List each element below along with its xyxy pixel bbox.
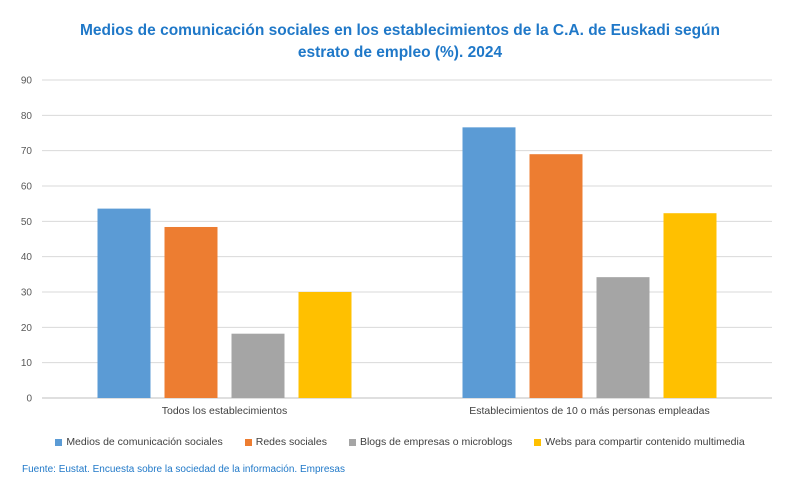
bar: [529, 154, 583, 398]
bar: [97, 208, 151, 398]
legend-label-redes: Redes sociales: [255, 436, 327, 448]
y-tick-label: 30: [21, 288, 33, 299]
legend-label-webs: Webs para compartir contenido multimedia: [545, 436, 745, 448]
x-category-label: Todos los establecimientos: [162, 405, 287, 417]
chart-title-line-1: Medios de comunicación sociales en los e…: [79, 22, 720, 39]
legend-swatch-webs: [534, 438, 542, 446]
legend-label-blogs: Blogs de empresas o microblogs: [359, 436, 513, 448]
legend-item-webs: Webs para compartir contenido multimedia: [534, 436, 745, 448]
y-tick-label: 10: [21, 358, 33, 369]
chart-title-line-2: estrato de empleo (%). 2024: [297, 44, 503, 61]
legend-swatch-redes: [244, 438, 252, 446]
bar: [164, 226, 218, 398]
chart-title: Medios de comunicación sociales en los e…: [0, 20, 800, 64]
y-tick-label: 80: [21, 111, 33, 122]
bar: [462, 127, 516, 398]
y-tick-label: 90: [21, 76, 33, 87]
source-note: Fuente: Eustat. Encuesta sobre la socied…: [22, 464, 345, 475]
bar: [663, 213, 717, 398]
bar: [596, 277, 650, 398]
legend-item-medios: Medios de comunicación sociales: [55, 436, 223, 448]
bar: [298, 292, 352, 398]
chart-legend: Medios de comunicación sociales Redes so…: [0, 436, 800, 448]
legend-swatch-blogs: [348, 438, 356, 446]
legend-item-redes: Redes sociales: [244, 436, 327, 448]
y-tick-label: 70: [21, 146, 33, 157]
y-tick-label: 0: [26, 394, 32, 405]
legend-swatch-medios: [55, 438, 63, 446]
y-tick-label: 20: [21, 323, 33, 334]
bar-chart: 0 10 20 30 40 50 60 70 80 90 Todos los establecimi…: [21, 76, 772, 417]
legend-item-blogs: Blogs de empresas o microblogs: [348, 436, 513, 448]
y-tick-label: 50: [21, 217, 33, 228]
y-tick-label: 60: [21, 182, 33, 193]
legend-label-medios: Medios de comunicación sociales: [66, 436, 223, 448]
bar: [231, 333, 285, 398]
x-category-label: Establecimientos de 10 o más personas em…: [469, 405, 709, 417]
y-tick-label: 40: [21, 252, 33, 263]
